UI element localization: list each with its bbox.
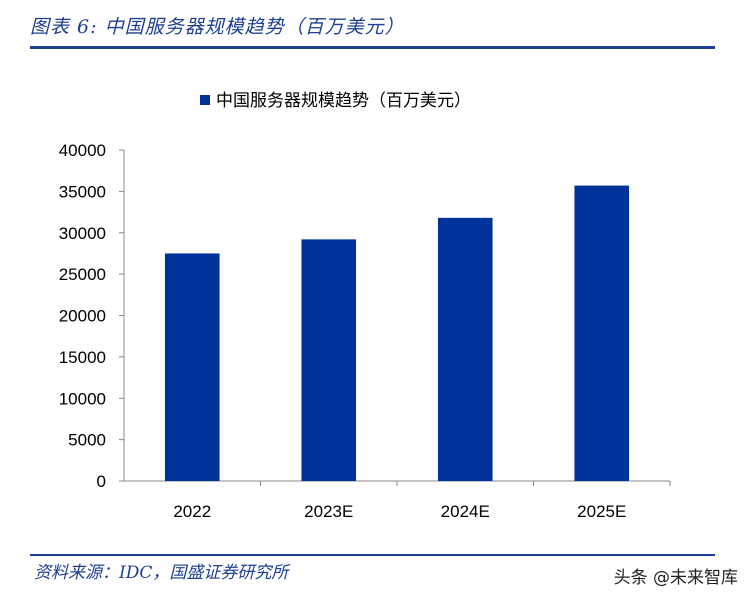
bottom-rule [30, 554, 715, 556]
y-tick-label: 30000 [59, 224, 106, 243]
legend-swatch [200, 95, 210, 105]
legend: 中国服务器规模趋势（百万美元） [200, 91, 471, 111]
source-note: 资料来源：IDC，国盛证券研究所 [34, 563, 289, 583]
y-tick-label: 10000 [59, 389, 106, 408]
y-ticks: 0 5000 10000 15000 20000 25000 30000 35000 40000 [59, 141, 124, 491]
y-tick-label: 40000 [59, 141, 106, 160]
watermark: 头条 @未来智库 [613, 568, 738, 588]
y-tick-label: 20000 [59, 307, 106, 326]
x-tick-label: 2022 [173, 502, 211, 521]
x-ticks: 2022 2023E 2024E 2025E [173, 481, 671, 521]
bar-2023E [301, 239, 357, 481]
bar-chart: 中国服务器规模趋势（百万美元） 0 5000 10000 15000 20000 2500… [59, 91, 671, 521]
y-tick-label: 25000 [59, 265, 106, 284]
y-tick-label: 35000 [59, 182, 106, 201]
x-tick-label: 2025E [577, 502, 626, 521]
x-tick-label: 2024E [441, 502, 490, 521]
y-tick-label: 15000 [59, 348, 106, 367]
y-tick-label: 5000 [68, 431, 106, 450]
y-tick-label: 0 [97, 472, 106, 491]
top-rule [30, 46, 715, 49]
bar-2024E [437, 217, 493, 482]
bar-2022 [164, 253, 220, 481]
bar-2025E [574, 185, 630, 481]
x-tick-label: 2023E [304, 502, 353, 521]
figure-title: 图表 6: 中国服务器规模趋势（百万美元） [30, 16, 405, 38]
legend-label: 中国服务器规模趋势（百万美元） [216, 91, 471, 111]
bars [164, 185, 630, 482]
